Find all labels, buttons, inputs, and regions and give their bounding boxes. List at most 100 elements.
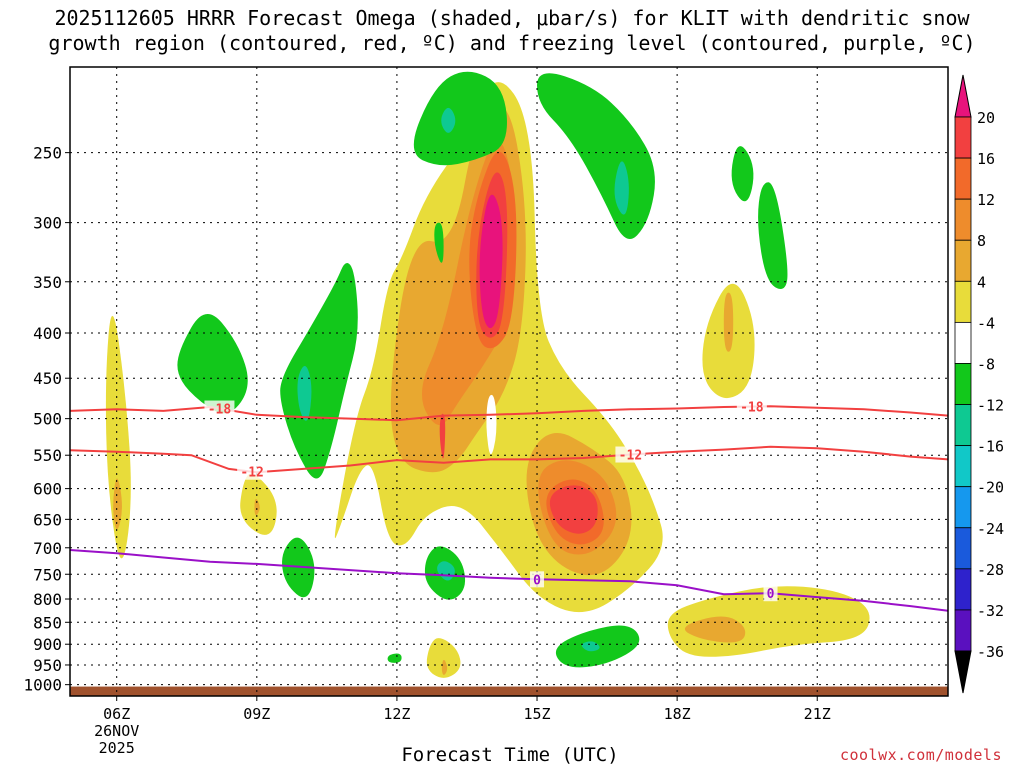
y-tick-label-600: 600 — [33, 480, 62, 499]
y-tick-label-950: 950 — [33, 656, 62, 675]
omega-region-15 — [486, 394, 497, 455]
contour-label-bg — [615, 446, 646, 463]
colorbar-segment-0 — [954, 116, 972, 159]
x-tick-label-06Z: 06Z — [103, 705, 130, 723]
contour-label-bg — [237, 463, 268, 480]
y-tick-label-800: 800 — [33, 590, 62, 609]
y-tick-label-250: 250 — [33, 144, 62, 163]
colorbar-label-2: 12 — [977, 191, 995, 209]
y-tick-label-550: 550 — [33, 446, 62, 465]
y-tick-label-450: 450 — [33, 369, 62, 388]
contour-label-0C-0: 0 — [533, 573, 541, 588]
colorbar-label-9: -20 — [977, 479, 1004, 497]
chart-title-line-2: growth region (contoured, red, ºC) and f… — [48, 31, 976, 55]
contour-label-bg — [763, 585, 778, 602]
contour-label--18C-1: -18 — [740, 400, 764, 415]
contour-label-bg — [530, 571, 545, 588]
omega-region-37 — [387, 653, 402, 663]
colorbar-label-3: 8 — [977, 232, 986, 250]
omega-region-21 — [684, 616, 746, 643]
colorbar-label-6: -8 — [977, 355, 995, 373]
credit-link[interactable]: coolwx.com/models — [839, 746, 1002, 764]
colorbar-segment-11 — [954, 568, 972, 611]
plot-frame — [69, 66, 949, 697]
y-tick-label-650: 650 — [33, 510, 62, 529]
colorbar-segment-4 — [954, 280, 972, 323]
y-tick-label-350: 350 — [33, 273, 62, 292]
omega-region-11 — [549, 485, 598, 534]
omega-region-1 — [113, 478, 122, 530]
omega-region-24 — [537, 73, 655, 240]
colorbar-segment-7 — [954, 404, 972, 447]
omega-region-26 — [731, 146, 754, 202]
colorbar-label-8: -16 — [977, 438, 1004, 456]
contour-0C — [70, 549, 948, 612]
x-axis-label: Forecast Time (UTC) — [401, 744, 619, 766]
omega-region-19 — [723, 292, 734, 352]
omega-region-13 — [479, 194, 503, 329]
colorbar-segment-9 — [954, 486, 972, 529]
axes: 250 300 350 400 450 500 550 600 650 700 750 800 850 9… — [23, 144, 830, 757]
x-tick-label-12Z: 12Z — [383, 705, 410, 723]
x-tick-label-09Z: 09Z — [243, 705, 270, 723]
chart-title-line-1: 2025112605 HRRR Forecast Omega (shaded, … — [54, 6, 970, 30]
colorbar-segment-1 — [954, 157, 972, 200]
date-label-year: 2025 — [99, 739, 135, 757]
omega-region-31 — [297, 365, 312, 421]
contour-label--12C-0: -12 — [240, 466, 263, 481]
colorbar-label-4: 4 — [977, 273, 986, 291]
omega-region-22 — [413, 71, 507, 166]
x-tick-label-15Z: 15Z — [523, 705, 550, 723]
omega-region-25 — [614, 161, 629, 215]
omega-region-14 — [439, 413, 446, 459]
colorbar: 20 16 12 8 4 -4 -8 -12 -16 -20 -24 -28 -32 -36 — [954, 74, 1004, 694]
ground-strip — [70, 686, 948, 696]
colorbar-segment-8 — [954, 445, 972, 488]
omega-region-17 — [441, 659, 448, 675]
contour-label--18C-0: -18 — [208, 403, 232, 418]
contour-label-bg — [204, 400, 235, 417]
contour-label-0C-1: 0 — [767, 587, 775, 602]
omega-region-23 — [441, 107, 456, 133]
contour-label-bg — [736, 398, 767, 415]
y-tick-label-850: 850 — [33, 613, 62, 632]
omega-region-3 — [254, 499, 260, 516]
colorbar-top-arrow — [954, 74, 972, 118]
colorbar-segment-6 — [954, 363, 972, 405]
colorbar-segment-2 — [954, 198, 972, 241]
colorbar-label-0: 20 — [977, 109, 995, 127]
colorbar-segment-12 — [954, 609, 972, 652]
omega-shading — [105, 71, 870, 678]
y-tick-label-500: 500 — [33, 410, 62, 429]
colorbar-label-13: -36 — [977, 643, 1004, 661]
omega-region-30 — [280, 262, 358, 479]
omega-region-29 — [177, 313, 248, 414]
y-tick-label-750: 750 — [33, 565, 62, 584]
colorbar-segment-10 — [954, 527, 972, 570]
colorbar-label-12: -32 — [977, 602, 1004, 620]
colorbar-label-10: -24 — [977, 520, 1004, 538]
y-tick-label-400: 400 — [33, 324, 62, 343]
contour-label--12C-1: -12 — [619, 449, 642, 464]
colorbar-segment-3 — [954, 239, 972, 282]
omega-region-0 — [105, 315, 131, 559]
x-tick-label-18Z: 18Z — [664, 705, 691, 723]
ground-layer — [70, 686, 948, 696]
omega-region-28 — [434, 222, 444, 263]
colorbar-label-7: -12 — [977, 397, 1004, 415]
y-tick-label-700: 700 — [33, 539, 62, 558]
colorbar-label-11: -28 — [977, 561, 1004, 579]
colorbar-label-1: 16 — [977, 150, 995, 168]
y-tick-label-1000: 1000 — [23, 676, 62, 695]
temperature-contours: -18 -18 -12 -12 0 0 — [70, 398, 948, 612]
colorbar-segment-5 — [954, 321, 972, 364]
x-tick-label-21Z: 21Z — [804, 705, 831, 723]
y-tick-label-900: 900 — [33, 635, 62, 654]
date-label-day: 26NOV — [94, 722, 139, 740]
contour--12C — [70, 445, 948, 474]
colorbar-label-5: -4 — [977, 314, 995, 332]
y-tick-label-300: 300 — [33, 214, 62, 233]
omega-region-27 — [758, 182, 788, 289]
omega-region-16 — [426, 638, 461, 678]
